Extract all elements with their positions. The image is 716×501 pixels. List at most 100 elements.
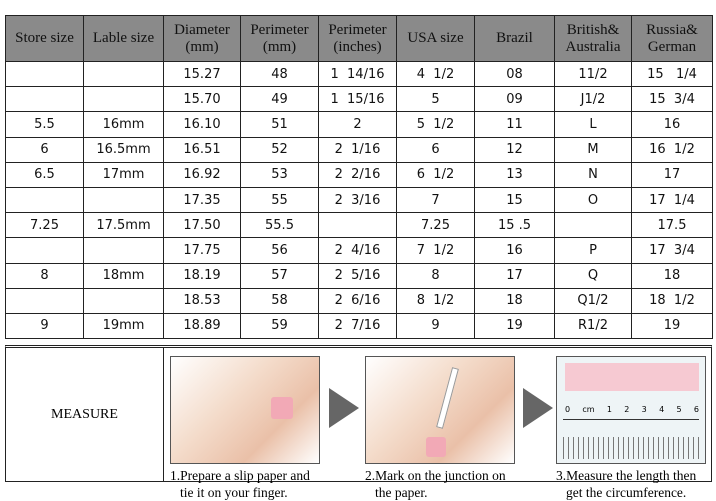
table-row: 18.53 58 2 6/16 8 1/2 18 Q1/2 18 1/2 xyxy=(5,287,713,314)
table-cell: 17.35 xyxy=(163,186,241,214)
table-cell: 17mm xyxy=(83,161,164,188)
table-cell: 19 xyxy=(474,312,555,340)
table-row: 9 19mm 18.89 59 2 7/16 9 19 R1/2 19 xyxy=(5,312,713,340)
table-cell: 5 xyxy=(396,86,475,113)
column-header: Brazil xyxy=(474,15,555,62)
table-cell: 17 1/4 xyxy=(631,186,713,214)
table-cell: 16 xyxy=(631,111,713,138)
table-cell: 18.89 xyxy=(163,312,241,340)
table-cell: 52 xyxy=(240,136,319,163)
table-cell: 17.75 xyxy=(163,237,241,264)
table-row: 17.35 55 2 3/16 7 15 O 17 1/4 xyxy=(5,186,713,214)
column-header: Lable size xyxy=(83,15,164,62)
step-2-caption: 2.Mark on the junction on the paper. xyxy=(365,468,506,500)
table-row: 17.75 56 2 4/16 7 1/2 16 P 17 3/4 xyxy=(5,237,713,264)
table-cell: 16mm xyxy=(83,111,164,138)
table-cell: 11/2 xyxy=(554,60,632,88)
column-header: Perimeter (inches) xyxy=(318,15,397,62)
table-cell: 6 xyxy=(396,136,475,163)
table-cell xyxy=(554,212,632,239)
column-header: Perimeter (mm) xyxy=(240,15,319,62)
table-cell: 09 xyxy=(474,86,555,113)
table-cell: 18 xyxy=(631,262,713,289)
table-cell xyxy=(83,287,164,314)
column-header: British& Australia xyxy=(554,15,632,62)
table-row: 8 18mm 18.19 57 2 5/16 8 17 Q 18 xyxy=(5,262,713,289)
table-cell: 8 xyxy=(396,262,475,289)
table-row: 6 16.5mm 16.51 52 2 1/16 6 12 M 16 1/2 xyxy=(5,136,713,163)
table-cell: 15 .5 xyxy=(474,212,555,239)
column-header: Store size xyxy=(5,15,84,62)
table-cell xyxy=(83,60,164,88)
table-cell: 58 xyxy=(240,287,319,314)
table-cell: 17 3/4 xyxy=(631,237,713,264)
column-header: USA size xyxy=(396,15,475,62)
table-cell: 16.92 xyxy=(163,161,241,188)
table-cell: 4 1/2 xyxy=(396,60,475,88)
table-cell: L xyxy=(554,111,632,138)
ruler-label: 6 xyxy=(693,405,699,414)
table-cell: 57 xyxy=(240,262,319,289)
table-cell: J1/2 xyxy=(554,86,632,113)
table-row: 15.70 49 1 15/16 5 09 J1/2 15 3/4 xyxy=(5,86,713,113)
table-cell: 2 4/16 xyxy=(318,237,397,264)
table-cell: 12 xyxy=(474,136,555,163)
table-cell: 8 xyxy=(5,262,84,289)
table-cell: 5 1/2 xyxy=(396,111,475,138)
ruler-image: 0 cm 1 2 3 4 5 6 xyxy=(556,356,706,464)
header-row: Store size Lable size Diameter (mm) Perimet… xyxy=(5,15,713,62)
table-cell: 48 xyxy=(240,60,319,88)
table-cell: 15 xyxy=(474,186,555,214)
table-cell: 55.5 xyxy=(240,212,319,239)
table-cell: 49 xyxy=(240,86,319,113)
table-cell: 2 1/16 xyxy=(318,136,397,163)
table-cell: 16.5mm xyxy=(83,136,164,163)
table-cell: 2 7/16 xyxy=(318,312,397,340)
table-cell: 1 14/16 xyxy=(318,60,397,88)
step-2-image xyxy=(365,356,515,464)
table-cell: 11 xyxy=(474,111,555,138)
table-cell: 08 xyxy=(474,60,555,88)
measure-label: MEASURE xyxy=(6,348,164,481)
table-cell: 1 15/16 xyxy=(318,86,397,113)
step-2: 2.Mark on the junction on the paper. xyxy=(365,356,515,501)
table-cell: 51 xyxy=(240,111,319,138)
table-cell: 18.19 xyxy=(163,262,241,289)
ruler-label: 0 xyxy=(565,405,571,414)
ruler-label: 4 xyxy=(659,405,665,414)
table-cell: 7 1/2 xyxy=(396,237,475,264)
ruler-label: 1 xyxy=(606,405,612,414)
paper-ring-icon xyxy=(271,397,293,419)
table-cell: 8 1/2 xyxy=(396,287,475,314)
pen-icon xyxy=(436,367,459,429)
table-cell: 19mm xyxy=(83,312,164,340)
table-cell: 7.25 xyxy=(396,212,475,239)
column-header: Russia& German xyxy=(631,15,713,62)
table-cell: 16.10 xyxy=(163,111,241,138)
table-cell: 55 xyxy=(240,186,319,214)
table-cell xyxy=(5,60,84,88)
table-cell: M xyxy=(554,136,632,163)
table-cell: 13 xyxy=(474,161,555,188)
table-cell: 17 xyxy=(474,262,555,289)
column-header: Diameter (mm) xyxy=(163,15,241,62)
table-cell: 53 xyxy=(240,161,319,188)
table-cell: 16 1/2 xyxy=(631,136,713,163)
table-cell xyxy=(83,186,164,214)
table-cell: 18 1/2 xyxy=(631,287,713,314)
table-cell xyxy=(83,86,164,113)
table-cell: 2 2/16 xyxy=(318,161,397,188)
table-cell: 16.51 xyxy=(163,136,241,163)
table-cell: 9 xyxy=(5,312,84,340)
table-row: 5.5 16mm 16.10 51 2 5 1/2 11 L 16 xyxy=(5,111,713,138)
table-cell: 19 xyxy=(631,312,713,340)
table-cell: 7.25 xyxy=(5,212,84,239)
table-cell: 16 xyxy=(474,237,555,264)
step-3-caption: 3.Measure the length then get the circumf… xyxy=(556,468,697,500)
ruler-label: cm xyxy=(582,405,595,414)
table-cell: 2 xyxy=(318,111,397,138)
ruler-label: 5 xyxy=(676,405,682,414)
table-row: 15.27 48 1 14/16 4 1/2 08 11/2 15 1/4 xyxy=(5,60,713,88)
ruler-ticks xyxy=(563,437,699,459)
ring-size-table: Store size Lable size Diameter (mm) Perimet… xyxy=(5,15,713,340)
